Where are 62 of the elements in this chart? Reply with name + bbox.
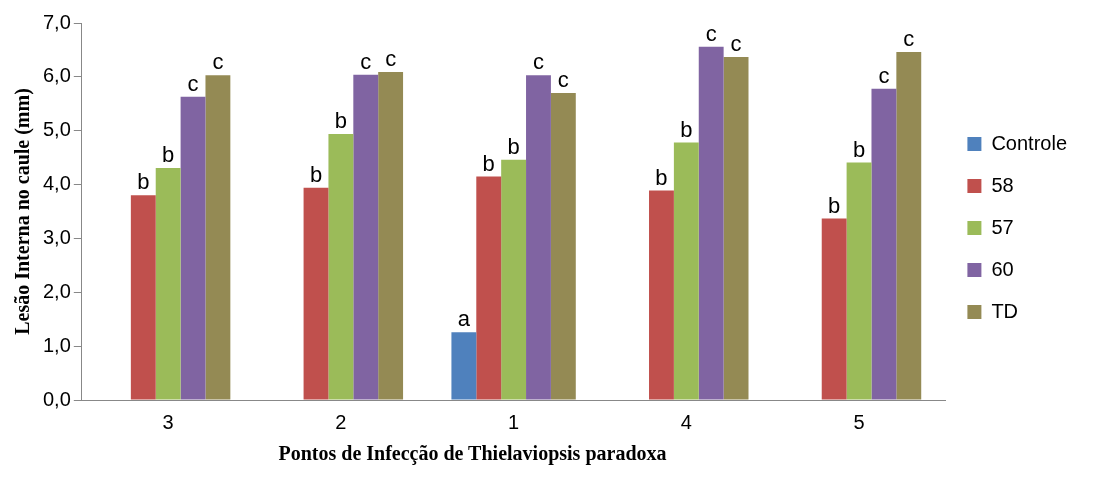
bar bbox=[698, 46, 724, 400]
bar bbox=[649, 190, 674, 400]
y-tick-label: 0,0 bbox=[42, 387, 71, 410]
legend-label: 58 bbox=[991, 173, 1014, 196]
data-label: b bbox=[680, 116, 693, 142]
bar bbox=[501, 159, 527, 400]
legend-label: 60 bbox=[991, 257, 1014, 280]
bar bbox=[550, 93, 576, 400]
bar bbox=[130, 195, 156, 400]
data-label: c bbox=[878, 62, 890, 88]
y-axis-title: Lesão Interna no caule (mm) bbox=[11, 88, 35, 335]
data-label: b bbox=[852, 136, 866, 162]
data-label: c bbox=[557, 67, 569, 93]
x-tick-label: 4 bbox=[680, 410, 692, 433]
bar bbox=[896, 52, 922, 400]
data-label: a bbox=[457, 306, 471, 332]
bar bbox=[871, 88, 897, 400]
x-tick-label: 1 bbox=[508, 410, 520, 433]
bar bbox=[303, 187, 329, 400]
bar bbox=[673, 142, 699, 400]
data-label: c bbox=[212, 49, 224, 75]
y-tick-label: 5,0 bbox=[42, 118, 71, 141]
y-tick-label: 6,0 bbox=[42, 64, 71, 87]
data-label: c bbox=[385, 46, 397, 72]
bar bbox=[723, 56, 749, 400]
y-tick-label: 4,0 bbox=[42, 172, 71, 195]
bar bbox=[353, 74, 379, 400]
data-label: b bbox=[507, 133, 520, 159]
legend-label: Controle bbox=[991, 131, 1068, 154]
data-label: b bbox=[828, 192, 841, 218]
x-tick-label: 2 bbox=[335, 410, 347, 433]
bar bbox=[155, 167, 181, 400]
data-label: b bbox=[655, 164, 668, 190]
x-axis-title: Pontos de Infecção de Thielaviopsis paradoxa bbox=[277, 442, 668, 465]
bar bbox=[378, 72, 404, 400]
legend-label: 57 bbox=[991, 215, 1014, 238]
data-label: b bbox=[137, 169, 150, 195]
data-label: c bbox=[187, 70, 199, 96]
data-label: c bbox=[705, 20, 717, 46]
data-label: b bbox=[334, 108, 348, 134]
x-tick-label: 3 bbox=[162, 410, 174, 433]
y-tick-label: 2,0 bbox=[42, 279, 71, 302]
y-tick-label: 1,0 bbox=[42, 333, 71, 356]
bar bbox=[526, 75, 551, 400]
x-tick-label: 5 bbox=[853, 410, 865, 433]
bar bbox=[821, 218, 847, 400]
bar bbox=[476, 176, 502, 400]
data-label: c bbox=[360, 48, 372, 74]
data-label: b bbox=[309, 161, 323, 187]
bar bbox=[451, 332, 477, 400]
data-label: b bbox=[162, 141, 175, 167]
bar bbox=[328, 133, 354, 400]
data-label: c bbox=[730, 30, 742, 56]
legend-label: TD bbox=[991, 299, 1019, 322]
y-tick-label: 7,0 bbox=[42, 10, 71, 33]
bar bbox=[180, 96, 206, 400]
y-tick-label: 3,0 bbox=[42, 225, 71, 248]
bar bbox=[205, 75, 231, 400]
bar bbox=[846, 162, 872, 400]
data-label: c bbox=[532, 49, 544, 75]
data-label: c bbox=[903, 26, 915, 52]
data-label: b bbox=[482, 150, 495, 176]
